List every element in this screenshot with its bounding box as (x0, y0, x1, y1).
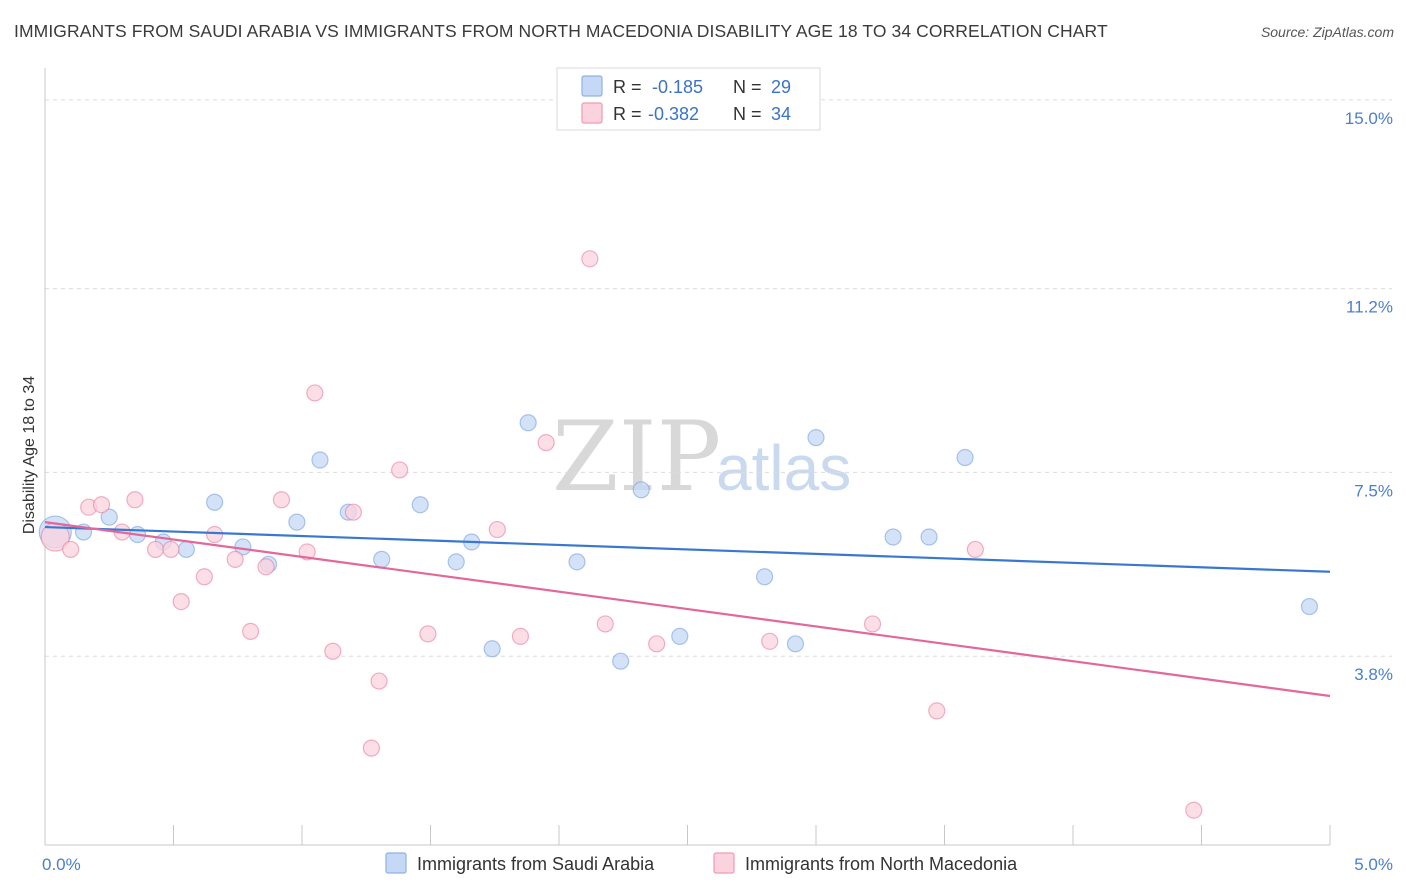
point-saudi-19 (612, 652, 630, 670)
point-macedonia-25 (537, 434, 555, 452)
point-macedonia-7 (162, 540, 180, 559)
point-macedonia-29 (761, 632, 779, 650)
point-macedonia-32 (966, 540, 984, 559)
point-saudi-25 (884, 528, 902, 546)
point-saudi-13 (411, 496, 429, 514)
trend-lines (44, 521, 1331, 698)
point-saudi-20 (632, 481, 650, 499)
point-saudi-5 (177, 540, 195, 559)
point-saudi-27 (956, 448, 974, 467)
point-macedonia-8 (172, 592, 190, 611)
watermark-atlas: atlas (716, 432, 851, 504)
point-saudi-16 (483, 640, 501, 658)
point-saudi-26 (920, 528, 938, 546)
stats-n-value-macedonia: 34 (771, 104, 791, 124)
point-macedonia-13 (257, 558, 275, 576)
point-saudi-24 (807, 429, 825, 447)
point-macedonia-5 (126, 491, 144, 509)
stats-n-label-saudi: N = (733, 77, 762, 97)
x-tick-label-1: 5.0% (1354, 855, 1393, 874)
series-points-1 (40, 250, 1203, 819)
stats-swatch-saudi (581, 75, 603, 97)
point-saudi-28 (1300, 597, 1319, 616)
point-macedonia-27 (596, 615, 614, 633)
point-macedonia-11 (226, 550, 244, 568)
point-saudi-21 (671, 627, 689, 645)
point-saudi-14 (447, 553, 465, 571)
tick-labels: 3.8% 7.5% 11.2% 15.0% 0.0% 5.0% (42, 109, 1393, 874)
point-macedonia-23 (488, 520, 506, 539)
y-axis-label: Disability Age 18 to 34 (21, 376, 38, 534)
point-macedonia-20 (370, 672, 388, 690)
source-credit: Source: ZipAtlas.com (1260, 24, 1394, 40)
data-points (38, 250, 1319, 819)
point-macedonia-26 (581, 250, 599, 268)
point-saudi-12 (373, 550, 391, 568)
y-tick-label-0: 3.8% (1354, 665, 1393, 684)
stats-r-label-macedonia: R = (613, 104, 642, 124)
stats-box: R = -0.185 N = 29 R = -0.382 N = 34 (556, 67, 821, 131)
point-saudi-17 (519, 414, 537, 432)
trend-line-macedonia (44, 521, 1331, 698)
point-saudi-10 (311, 451, 329, 469)
gridlines (45, 99, 1392, 657)
x-tick-label-0: 0.0% (42, 855, 81, 874)
point-macedonia-31 (928, 702, 946, 720)
point-macedonia-3 (92, 496, 111, 514)
stats-r-label-saudi: R = (613, 77, 642, 97)
chart-title: IMMIGRANTS FROM SAUDI ARABIA VS IMMIGRAN… (14, 21, 1108, 41)
point-macedonia-28 (648, 635, 666, 653)
point-macedonia-1 (62, 540, 80, 559)
point-saudi-23 (786, 635, 805, 653)
point-saudi-2 (100, 508, 118, 526)
point-macedonia-18 (344, 503, 362, 521)
point-macedonia-9 (195, 568, 213, 586)
point-macedonia-15 (298, 543, 316, 561)
point-saudi-18 (568, 553, 586, 571)
point-macedonia-14 (272, 491, 291, 509)
stats-n-label-macedonia: N = (733, 104, 762, 124)
stats-n-value-saudi: 29 (771, 77, 791, 97)
point-macedonia-16 (306, 384, 324, 402)
legend-label-macedonia: Immigrants from North Macedonia (745, 854, 1018, 874)
point-macedonia-24 (511, 627, 530, 645)
point-saudi-6 (206, 493, 224, 511)
stats-swatch-macedonia (581, 102, 603, 124)
y-tick-label-1: 7.5% (1354, 481, 1393, 500)
stats-r-value-saudi: -0.185 (652, 77, 703, 97)
point-macedonia-21 (391, 461, 409, 479)
stats-r-value-macedonia: -0.382 (648, 104, 699, 124)
point-macedonia-19 (362, 739, 380, 757)
point-macedonia-22 (419, 625, 437, 643)
point-macedonia-10 (206, 525, 224, 544)
trend-line-saudi (44, 525, 1331, 573)
legend-label-saudi: Immigrants from Saudi Arabia (417, 854, 655, 874)
point-saudi-22 (755, 568, 774, 586)
point-macedonia-30 (863, 615, 882, 633)
point-saudi-9 (288, 513, 306, 531)
y-tick-label-3: 15.0% (1345, 109, 1393, 128)
y-tick-label-2: 11.2% (1346, 298, 1393, 317)
legend-swatch-macedonia (713, 852, 735, 874)
legend: Immigrants from Saudi Arabia Immigrants … (385, 852, 1018, 874)
point-macedonia-12 (242, 622, 260, 640)
axes (44, 68, 1331, 846)
point-macedonia-6 (146, 540, 165, 559)
point-macedonia-33 (1185, 801, 1203, 819)
legend-swatch-saudi (385, 852, 407, 874)
point-macedonia-17 (324, 642, 342, 660)
